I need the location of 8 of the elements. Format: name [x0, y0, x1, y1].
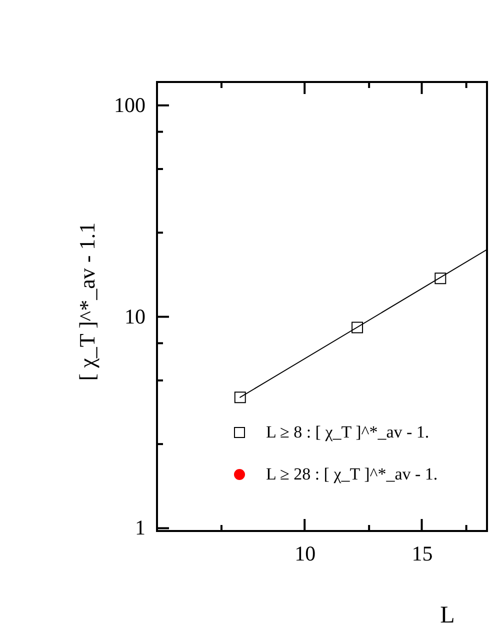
y-tick-label: 10	[124, 304, 146, 328]
x-axis-title: L	[440, 602, 455, 628]
y-axis-title: [ χ_T ]^*_av - 1.1	[74, 222, 100, 381]
y-tick-label: 100	[114, 92, 146, 117]
legend-label: L ≥ 28 : [ χ_T ]^*_av - 1.	[266, 464, 438, 484]
x-tick-label: 15	[412, 542, 433, 566]
y-tick-label: 1	[135, 516, 146, 540]
legend-label: L ≥ 8 : [ χ_T ]^*_av - 1.	[266, 422, 430, 442]
